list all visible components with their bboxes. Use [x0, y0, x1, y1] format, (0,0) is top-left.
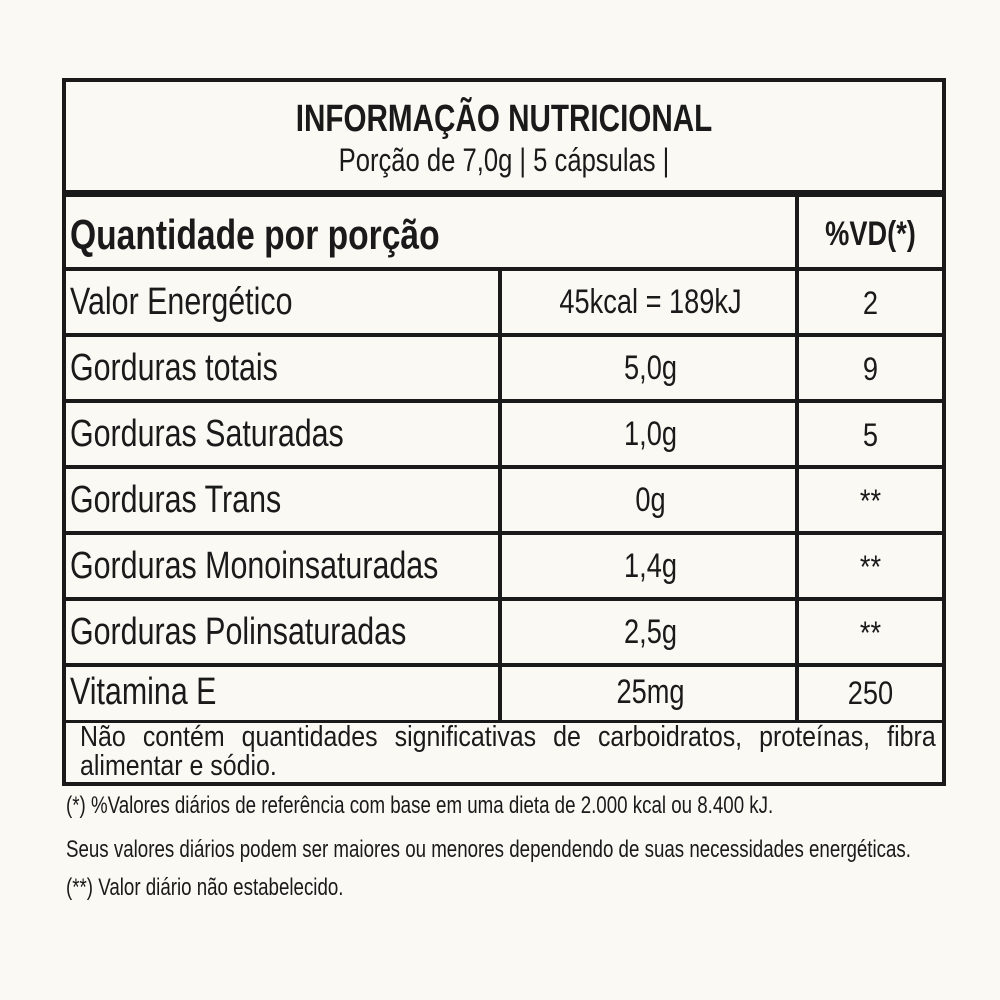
- nutrient-amount: 5,0g: [624, 349, 677, 387]
- footnote-dv: (*) %Valores diários de referência com b…: [66, 792, 774, 819]
- table-row: Gorduras Trans 0g **: [66, 469, 942, 535]
- nutrient-amount: 45kcal = 189kJ: [559, 283, 742, 321]
- nutrient-amount: 0g: [635, 481, 666, 519]
- footnote-needs: Seus valores diários podem ser maiores o…: [66, 836, 911, 863]
- nutrient-name: Gorduras Polinsaturadas: [70, 611, 407, 653]
- table-row: Valor Energético 45kcal = 189kJ 2: [66, 271, 942, 337]
- nutrient-amount: 1,0g: [624, 415, 677, 453]
- nutrient-name: Gorduras Trans: [70, 479, 282, 521]
- nutrient-dv: **: [859, 549, 882, 585]
- serving-size: Porção de 7,0g | 5 cápsulas |: [338, 142, 670, 178]
- table-row: Vitamina E 25mg 250: [66, 667, 942, 720]
- nutrient-dv: **: [859, 615, 882, 651]
- column-divider: [795, 197, 799, 720]
- nutrient-name: Vitamina E: [70, 671, 217, 713]
- nutrient-name: Valor Energético: [70, 281, 293, 323]
- nutrient-dv: 5: [862, 417, 879, 453]
- nutrient-amount: 2,5g: [624, 613, 677, 651]
- nutrient-dv: 250: [847, 675, 894, 711]
- nutrient-dv: **: [859, 483, 882, 519]
- quantity-header: Quantidade por porção: [70, 211, 440, 258]
- table-row: Gorduras Saturadas 1,0g 5: [66, 403, 942, 469]
- table-row: Gorduras Polinsaturadas 2,5g **: [66, 601, 942, 667]
- table-row: Gorduras totais 5,0g 9: [66, 337, 942, 403]
- nutrition-table: INFORMAÇÃO NUTRICIONAL Porção de 7,0g | …: [62, 78, 946, 786]
- note-text: Não contém quantidades significativas de…: [80, 721, 936, 782]
- nutrient-name: Gorduras Saturadas: [70, 413, 344, 455]
- nutrient-name: Gorduras Monoinsaturadas: [70, 545, 439, 587]
- table-header: INFORMAÇÃO NUTRICIONAL Porção de 7,0g | …: [66, 82, 942, 197]
- dv-header: %VD(*): [825, 215, 916, 253]
- table-note: Não contém quantidades significativas de…: [66, 720, 942, 785]
- nutrient-dv: 9: [862, 351, 879, 387]
- nutrient-name: Gorduras totais: [70, 347, 278, 389]
- footnote-not-established: (**) Valor diário não estabelecido.: [66, 874, 344, 901]
- table-row: Gorduras Monoinsaturadas 1,4g **: [66, 535, 942, 601]
- nutrient-amount: 25mg: [616, 673, 685, 711]
- nutrient-dv: 2: [862, 285, 879, 321]
- table-title: INFORMAÇÃO NUTRICIONAL: [295, 98, 713, 140]
- nutrient-amount: 1,4g: [624, 547, 677, 585]
- column-divider: [498, 271, 502, 720]
- column-header-row: Quantidade por porção %VD(*): [66, 197, 942, 271]
